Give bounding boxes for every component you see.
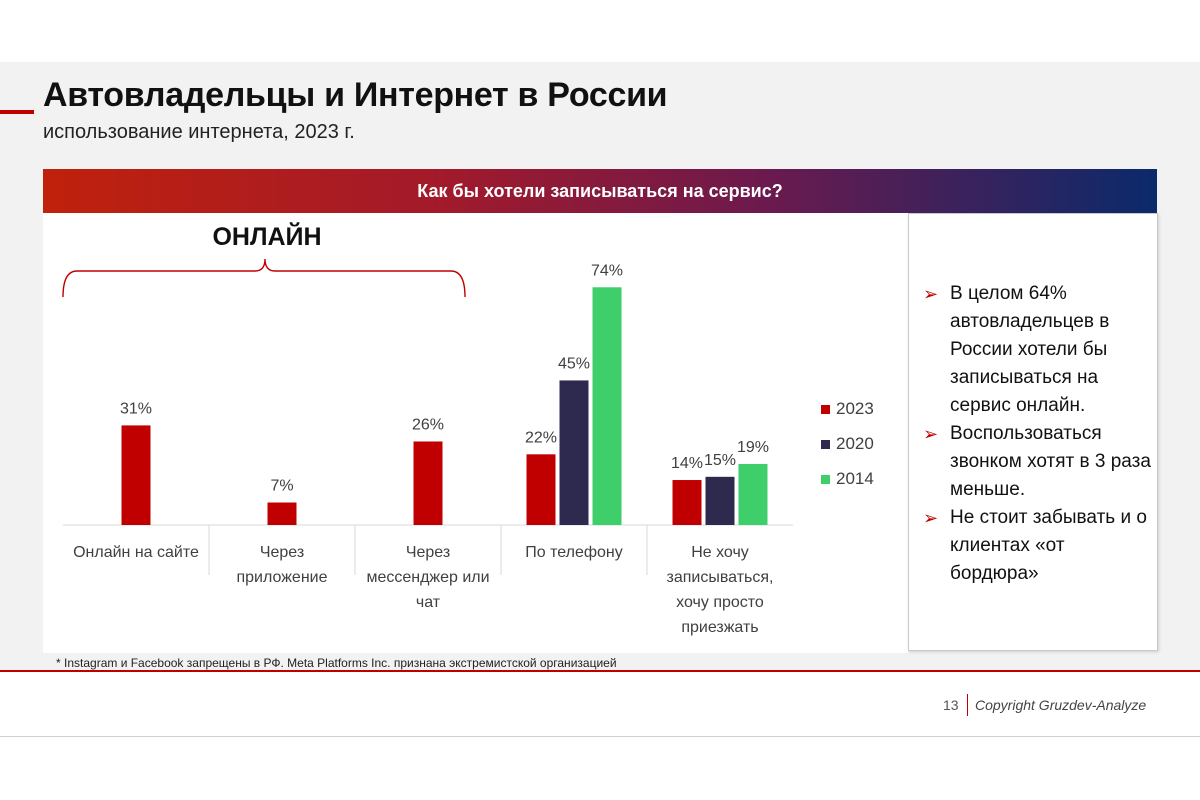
legend-label: 2023 bbox=[836, 399, 874, 418]
category-label-line: Через bbox=[406, 544, 450, 561]
category-label: Не хочу записываться, хочу просто приезжать bbox=[667, 544, 774, 636]
title-accent-line bbox=[0, 110, 34, 114]
page-subtitle: использование интернета, 2023 г. bbox=[43, 121, 355, 143]
data-label: 26% bbox=[412, 416, 444, 433]
insights-list: ➢ В целом 64% автовладельцев в России хот… bbox=[923, 280, 1151, 588]
category-label: Через мессенджер или чат bbox=[366, 544, 489, 611]
bar-2023 bbox=[526, 454, 556, 525]
legend-label: 2014 bbox=[836, 469, 874, 488]
data-label: 74% bbox=[591, 262, 623, 279]
bar-2014 bbox=[738, 463, 768, 525]
copyright-text: Copyright Gruzdev-Analyze bbox=[975, 697, 1147, 713]
category-label: Онлайн на сайте bbox=[73, 544, 199, 561]
question-banner: Как бы хотели записываться на сервис? bbox=[43, 169, 1157, 213]
chart-area: 31% Онлайн на сайте 7% Через приложение 26% Че… bbox=[43, 213, 908, 653]
bar-2023 bbox=[413, 441, 443, 525]
insight-item: ➢ Не стоит забывать и о клиентах «от борд… bbox=[923, 504, 1151, 588]
insight-item: ➢ В целом 64% автовладельцев в России хот… bbox=[923, 280, 1151, 420]
bar-2020 bbox=[705, 476, 735, 525]
online-brace bbox=[62, 258, 466, 298]
online-label: ОНЛАЙН bbox=[212, 221, 321, 251]
data-label: 31% bbox=[120, 400, 152, 417]
bar-chart: 31% Онлайн на сайте 7% Через приложение 26% Че… bbox=[62, 221, 874, 636]
footer bbox=[0, 672, 1200, 737]
insight-text: Воспользоваться звонком хотят в 3 раза м… bbox=[950, 423, 1151, 500]
category-label-line: мессенджер или bbox=[366, 569, 489, 586]
footnote: * Instagram и Facebook запрещены в РФ. M… bbox=[56, 656, 617, 670]
bar-2023 bbox=[121, 425, 151, 525]
data-label: 7% bbox=[270, 478, 293, 495]
category-label-line: приезжать bbox=[681, 619, 758, 636]
data-label: 14% bbox=[671, 455, 703, 472]
arrow-bullet-icon: ➢ bbox=[923, 508, 939, 528]
category-label-line: приложение bbox=[236, 569, 327, 586]
insight-text: Не стоит забывать и о клиентах «от бордю… bbox=[950, 507, 1147, 584]
data-label: 19% bbox=[737, 439, 769, 456]
category-label-line: хочу просто bbox=[676, 594, 764, 611]
category-label-line: чат bbox=[416, 594, 441, 611]
category-label: Через приложение bbox=[236, 544, 327, 586]
insight-text: В целом 64% автовладельцев в России хоте… bbox=[950, 283, 1110, 416]
category-label-line: Не хочу bbox=[691, 544, 749, 561]
bar-2014 bbox=[592, 287, 622, 525]
data-label: 45% bbox=[558, 355, 590, 372]
arrow-bullet-icon: ➢ bbox=[923, 424, 939, 444]
data-label: 15% bbox=[704, 452, 736, 469]
page-title: Автовладельцы и Интернет в России bbox=[43, 76, 668, 114]
legend-swatch-2014 bbox=[821, 475, 830, 484]
insight-item: ➢ Воспользоваться звонком хотят в 3 раза … bbox=[923, 420, 1151, 504]
bar-2020 bbox=[559, 380, 589, 525]
insights-panel: ➢ В целом 64% автовладельцев в России хот… bbox=[908, 213, 1158, 651]
question-banner-text: Как бы хотели записываться на сервис? bbox=[417, 180, 783, 201]
category-label-line: Через bbox=[260, 544, 304, 561]
category-label: По телефону bbox=[525, 544, 623, 561]
footer-separator bbox=[967, 694, 968, 716]
category-label-line: По телефону bbox=[525, 544, 623, 561]
data-label: 22% bbox=[525, 429, 557, 446]
category-label-line: Онлайн на сайте bbox=[73, 544, 199, 561]
legend-swatch-2020 bbox=[821, 440, 830, 449]
arrow-bullet-icon: ➢ bbox=[923, 284, 939, 304]
footer-divider bbox=[0, 670, 1200, 672]
legend-label: 2020 bbox=[836, 434, 874, 453]
legend-swatch-2023 bbox=[821, 405, 830, 414]
bar-2023 bbox=[267, 502, 297, 525]
page-number: 13 bbox=[943, 697, 959, 713]
category-label-line: записываться, bbox=[667, 569, 774, 586]
bar-2023 bbox=[672, 480, 702, 525]
